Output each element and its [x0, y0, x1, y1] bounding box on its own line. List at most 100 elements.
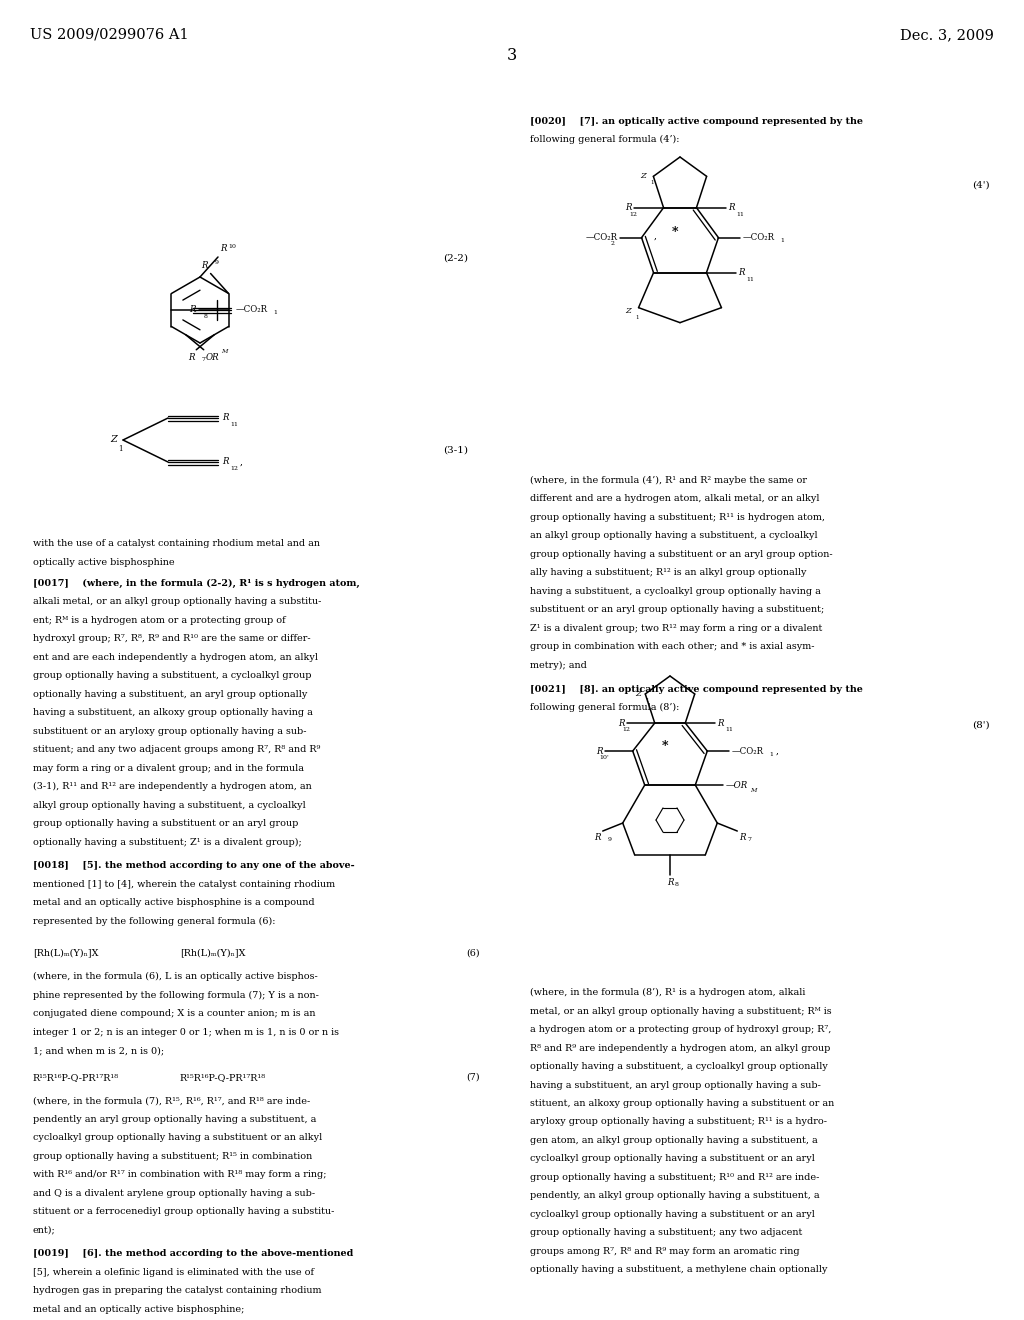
Text: mentioned [1] to [4], wherein the catalyst containing rhodium: mentioned [1] to [4], wherein the cataly…: [33, 880, 335, 888]
Text: —OR: —OR: [725, 780, 748, 789]
Text: R: R: [667, 878, 673, 887]
Text: group optionally having a substituent or an aryl group option-: group optionally having a substituent or…: [530, 550, 834, 558]
Text: R: R: [625, 203, 632, 213]
Text: with R¹⁶ and/or R¹⁷ in combination with R¹⁸ may form a ring;: with R¹⁶ and/or R¹⁷ in combination with …: [33, 1171, 327, 1179]
Text: 7: 7: [748, 837, 752, 842]
Text: metal and an optically active bisphosphine is a compound: metal and an optically active bisphosphi…: [33, 899, 314, 907]
Text: R¹⁵R¹⁶P-Q-PR¹⁷R¹⁸: R¹⁵R¹⁶P-Q-PR¹⁷R¹⁸: [180, 1073, 266, 1081]
Text: (where, in the formula (7), R¹⁵, R¹⁶, R¹⁷, and R¹⁸ are inde-: (where, in the formula (7), R¹⁵, R¹⁶, R¹…: [33, 1097, 310, 1105]
Text: R: R: [596, 747, 603, 755]
Text: group optionally having a substituent; any two adjacent: group optionally having a substituent; a…: [530, 1229, 803, 1237]
Text: ent and are each independently a hydrogen atom, an alkyl: ent and are each independently a hydroge…: [33, 653, 317, 661]
Text: phine represented by the following formula (7); Y is a non-: phine represented by the following formu…: [33, 991, 318, 999]
Text: 1: 1: [636, 314, 639, 319]
Text: [0019]    [6]. the method according to the above-mentioned: [0019] [6]. the method according to the …: [33, 1250, 353, 1258]
Text: optionally having a substituent, a cycloalkyl group optionally: optionally having a substituent, a cyclo…: [530, 1063, 828, 1071]
Text: *: *: [672, 226, 678, 239]
Text: pendently an aryl group optionally having a substituent, a: pendently an aryl group optionally havin…: [33, 1115, 316, 1123]
Text: 12: 12: [630, 211, 638, 216]
Text: 1: 1: [780, 238, 784, 243]
Text: cycloalkyl group optionally having a substituent or an aryl: cycloalkyl group optionally having a sub…: [530, 1210, 815, 1218]
Text: 10: 10: [228, 244, 236, 249]
Text: Z: Z: [110, 436, 117, 445]
Text: [Rh(L)ₘ(Y)ₙ]X: [Rh(L)ₘ(Y)ₙ]X: [180, 949, 246, 957]
Text: different and are a hydrogen atom, alkali metal, or an alkyl: different and are a hydrogen atom, alkal…: [530, 495, 820, 503]
Text: 2: 2: [610, 240, 614, 246]
Text: group optionally having a substituent; R¹¹ is hydrogen atom,: group optionally having a substituent; R…: [530, 513, 825, 521]
Text: —CO₂R: —CO₂R: [731, 747, 764, 755]
Text: ,: ,: [240, 458, 243, 466]
Text: [5], wherein a olefinic ligand is eliminated with the use of: [5], wherein a olefinic ligand is elimin…: [33, 1269, 313, 1276]
Text: R: R: [187, 352, 195, 362]
Text: optionally having a substituent, a methylene chain optionally: optionally having a substituent, a methy…: [530, 1266, 828, 1274]
Text: hydroxyl group; R⁷, R⁸, R⁹ and R¹⁰ are the same or differ-: hydroxyl group; R⁷, R⁸, R⁹ and R¹⁰ are t…: [33, 635, 310, 643]
Text: (6): (6): [466, 949, 480, 957]
Text: 9: 9: [607, 837, 611, 842]
Text: ally having a substituent; R¹² is an alkyl group optionally: ally having a substituent; R¹² is an alk…: [530, 569, 807, 577]
Text: 1: 1: [118, 445, 123, 453]
Text: 11: 11: [230, 422, 238, 426]
Text: following general formula (8’):: following general formula (8’):: [530, 704, 680, 711]
Text: R: R: [189, 305, 196, 314]
Text: R: R: [222, 458, 228, 466]
Text: (where, in the formula (6), L is an optically active bisphos-: (where, in the formula (6), L is an opti…: [33, 973, 317, 981]
Text: 11: 11: [746, 277, 755, 281]
Text: alkali metal, or an alkyl group optionally having a substitu-: alkali metal, or an alkyl group optional…: [33, 598, 322, 606]
Text: —CO₂R: —CO₂R: [236, 305, 267, 314]
Text: a hydrogen atom or a protecting group of hydroxyl group; R⁷,: a hydrogen atom or a protecting group of…: [530, 1026, 831, 1034]
Text: (3-1), R¹¹ and R¹² are independently a hydrogen atom, an: (3-1), R¹¹ and R¹² are independently a h…: [33, 783, 311, 791]
Text: ent; Rᴹ is a hydrogen atom or a protecting group of: ent; Rᴹ is a hydrogen atom or a protecti…: [33, 616, 286, 624]
Text: having a substituent, an aryl group optionally having a sub-: having a substituent, an aryl group opti…: [530, 1081, 821, 1089]
Text: R: R: [739, 833, 745, 842]
Text: with the use of a catalyst containing rhodium metal and an: with the use of a catalyst containing rh…: [33, 540, 319, 548]
Text: integer 1 or 2; n is an integer 0 or 1; when m is 1, n is 0 or n is: integer 1 or 2; n is an integer 0 or 1; …: [33, 1028, 339, 1036]
Text: 1: 1: [645, 698, 649, 704]
Text: Z¹ is a divalent group; two R¹² may form a ring or a divalent: Z¹ is a divalent group; two R¹² may form…: [530, 624, 823, 632]
Text: [0018]    [5]. the method according to any one of the above-: [0018] [5]. the method according to any …: [33, 862, 354, 870]
Text: *: *: [662, 739, 669, 752]
Text: US 2009/0299076 A1: US 2009/0299076 A1: [30, 28, 188, 42]
Text: Z: Z: [640, 173, 646, 181]
Text: OR: OR: [206, 352, 219, 362]
Text: R: R: [738, 268, 744, 277]
Text: group in combination with each other; and * is axial asym-: group in combination with each other; an…: [530, 643, 815, 651]
Text: following general formula (4’):: following general formula (4’):: [530, 136, 680, 144]
Text: Dec. 3, 2009: Dec. 3, 2009: [900, 28, 994, 42]
Text: groups among R⁷, R⁸ and R⁹ may form an aromatic ring: groups among R⁷, R⁸ and R⁹ may form an a…: [530, 1247, 800, 1255]
Text: stituent or a ferrocenediyl group optionally having a substitu-: stituent or a ferrocenediyl group option…: [33, 1208, 334, 1216]
Text: aryloxy group optionally having a substituent; R¹¹ is a hydro-: aryloxy group optionally having a substi…: [530, 1118, 827, 1126]
Text: R: R: [594, 833, 601, 842]
Text: 11: 11: [725, 727, 733, 733]
Text: cycloalkyl group optionally having a substituent or an aryl: cycloalkyl group optionally having a sub…: [530, 1155, 815, 1163]
Text: 1: 1: [273, 310, 278, 315]
Text: pendently, an alkyl group optionally having a substituent, a: pendently, an alkyl group optionally hav…: [530, 1192, 820, 1200]
Text: Z: Z: [636, 690, 641, 698]
Text: 1; and when m is 2, n is 0);: 1; and when m is 2, n is 0);: [33, 1047, 164, 1055]
Text: (2-2): (2-2): [443, 253, 468, 263]
Text: [0021]    [8]. an optically active compound represented by the: [0021] [8]. an optically active compound…: [530, 685, 863, 693]
Text: (where, in the formula (8’), R¹ is a hydrogen atom, alkali: (where, in the formula (8’), R¹ is a hyd…: [530, 989, 806, 997]
Text: substituent or an aryloxy group optionally having a sub-: substituent or an aryloxy group optional…: [33, 727, 306, 735]
Text: 7: 7: [202, 356, 205, 362]
Text: optionally having a substituent; Z¹ is a divalent group);: optionally having a substituent; Z¹ is a…: [33, 838, 301, 846]
Text: (where, in the formula (4’), R¹ and R² maybe the same or: (where, in the formula (4’), R¹ and R² m…: [530, 477, 808, 484]
Text: R: R: [220, 244, 226, 253]
Text: 8: 8: [204, 314, 208, 319]
Text: 1: 1: [650, 181, 654, 185]
Text: group optionally having a substituent; R¹⁰ and R¹² are inde-: group optionally having a substituent; R…: [530, 1173, 820, 1181]
Text: R⁸ and R⁹ are independently a hydrogen atom, an alkyl group: R⁸ and R⁹ are independently a hydrogen a…: [530, 1044, 830, 1052]
Text: R: R: [728, 203, 735, 213]
Text: R¹⁵R¹⁶P-Q-PR¹⁷R¹⁸: R¹⁵R¹⁶P-Q-PR¹⁷R¹⁸: [33, 1073, 119, 1081]
Text: (3-1): (3-1): [443, 446, 468, 454]
Text: ,: ,: [653, 232, 656, 242]
Text: (8'): (8'): [973, 721, 990, 730]
Text: metal, or an alkyl group optionally having a substituent; Rᴹ is: metal, or an alkyl group optionally havi…: [530, 1007, 833, 1015]
Text: 1: 1: [769, 751, 773, 756]
Text: [0020]    [7]. an optically active compound represented by the: [0020] [7]. an optically active compound…: [530, 117, 863, 125]
Text: optionally having a substituent, an aryl group optionally: optionally having a substituent, an aryl…: [33, 690, 307, 698]
Text: metry); and: metry); and: [530, 661, 588, 669]
Text: having a substituent, a cycloalkyl group optionally having a: having a substituent, a cycloalkyl group…: [530, 587, 821, 595]
Text: —CO₂R: —CO₂R: [742, 234, 774, 242]
Text: Z: Z: [626, 306, 632, 314]
Text: M: M: [751, 788, 757, 793]
